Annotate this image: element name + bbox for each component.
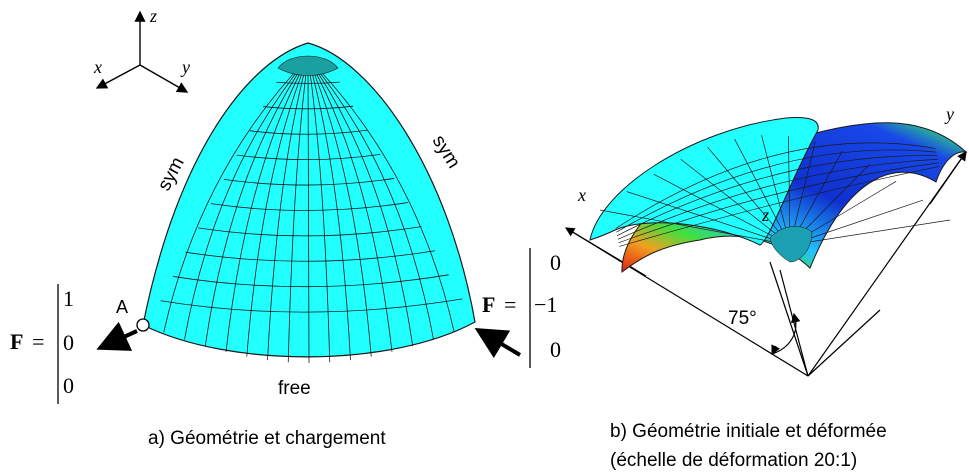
- force-right-symbol: F: [482, 292, 495, 317]
- force-right-eq: =: [504, 292, 516, 317]
- force-left-vector: F = 1 0 0: [10, 284, 74, 404]
- panel-b: x y z 75° b) Géométrie initiale et défor…: [564, 104, 968, 471]
- force-right-v2: −1: [534, 292, 557, 317]
- force-left-v3: 0: [63, 373, 74, 398]
- axis-b-y-label: y: [944, 104, 954, 124]
- axis-y-arrow: [929, 151, 967, 205]
- axis-b-z-label: z: [761, 205, 769, 225]
- point-a-marker: [136, 318, 150, 332]
- force-left-eq: =: [32, 329, 44, 354]
- axis-y-label: y: [180, 57, 190, 77]
- force-left-v1: 1: [63, 286, 74, 311]
- force-right-arrow: [474, 327, 522, 359]
- force-left-v2: 0: [63, 330, 74, 355]
- apex-b-dense-mesh: [769, 226, 813, 263]
- axis-x-label: x: [93, 57, 102, 77]
- shell-mesh: [160, 57, 463, 364]
- axis-triad: z x y: [93, 6, 190, 93]
- force-left-arrow: [96, 321, 138, 351]
- force-right-vector: F = 0 −1 0: [482, 248, 561, 368]
- apex-dense-mesh: [277, 55, 339, 76]
- axis-x-arrow: [564, 227, 647, 277]
- caption-a: a) Géométrie et chargement: [148, 428, 386, 449]
- force-right-v3: 0: [550, 337, 561, 362]
- panel-a: z x y sym sym free A F = 1 0 0 F: [10, 6, 561, 449]
- shell-b-mesh: [599, 135, 951, 247]
- caption-b-line1: b) Géométrie initiale et déformée: [610, 421, 887, 442]
- angle-label: 75°: [728, 308, 757, 329]
- force-left-symbol: F: [10, 329, 23, 354]
- point-a-label: A: [116, 297, 128, 317]
- axis-b-x-label: x: [577, 185, 586, 205]
- shell-surface: [142, 42, 476, 358]
- caption-b-line2: (échelle de déformation 20:1): [610, 450, 857, 471]
- initial-shell: [589, 117, 819, 246]
- free-label: free: [278, 378, 311, 399]
- axis-z-label: z: [149, 6, 157, 26]
- angle-arc: [771, 315, 797, 355]
- sym-right-label: sym: [428, 132, 464, 173]
- force-right-v1: 0: [550, 250, 561, 275]
